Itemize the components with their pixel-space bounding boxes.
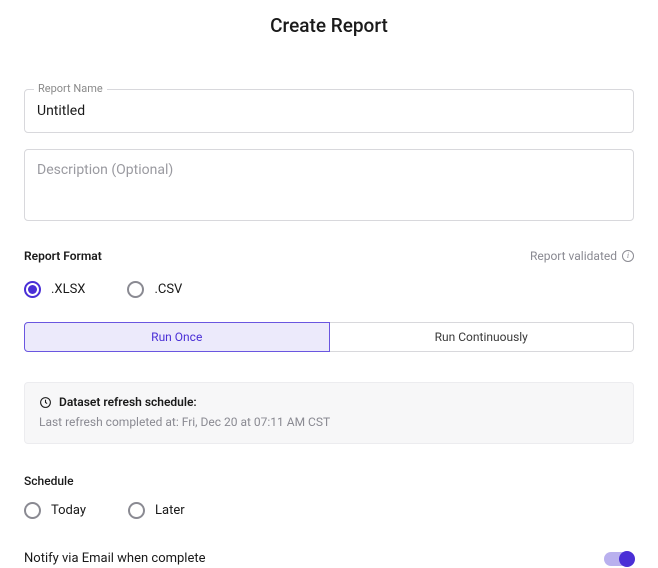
schedule-option-label: Later [155,503,185,518]
radio-icon [24,502,41,519]
format-option-label: .XLSX [51,282,85,297]
schedule-label: Schedule [24,474,634,488]
format-radio-group: .XLSX .CSV [24,281,634,298]
notify-row: Notify via Email when complete [24,551,634,566]
schedule-option-label: Today [51,503,86,518]
format-option-label: .CSV [154,282,182,297]
refresh-subtext: Last refresh completed at: Fri, Dec 20 a… [39,415,619,429]
radio-icon [24,281,41,298]
format-header-row: Report Format Report validated i [24,249,634,263]
radio-icon [127,281,144,298]
validated-text: Report validated [530,249,617,263]
report-name-input[interactable] [24,89,634,133]
schedule-radio-group: Today Later [24,502,634,519]
notify-label: Notify via Email when complete [24,551,206,566]
clock-icon [39,396,52,409]
schedule-option-today[interactable]: Today [24,502,86,519]
report-name-field: Report Name [24,89,634,133]
run-once-button[interactable]: Run Once [24,322,330,352]
notify-toggle[interactable] [604,552,634,566]
format-option-xlsx[interactable]: .XLSX [24,281,85,298]
description-field [24,149,634,225]
refresh-schedule-panel: Dataset refresh schedule: Last refresh c… [24,382,634,444]
info-icon[interactable]: i [622,250,634,262]
validated-status: Report validated i [530,249,634,263]
refresh-heading: Dataset refresh schedule: [59,395,197,409]
schedule-option-later[interactable]: Later [128,502,185,519]
report-name-label: Report Name [34,82,107,95]
page-title: Create Report [24,14,634,37]
radio-icon [128,502,145,519]
format-option-csv[interactable]: .CSV [127,281,182,298]
refresh-heading-row: Dataset refresh schedule: [39,395,619,409]
toggle-knob [619,551,635,567]
run-mode-segment: Run Once Run Continuously [24,322,634,352]
run-continuously-button[interactable]: Run Continuously [330,322,635,352]
description-input[interactable] [24,149,634,221]
format-label: Report Format [24,249,102,263]
